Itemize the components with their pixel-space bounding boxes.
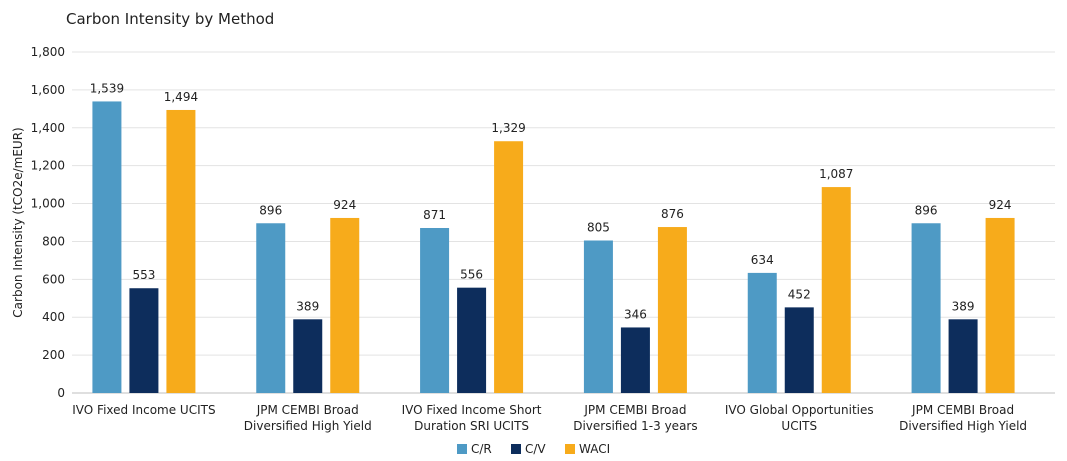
x-category-label: Diversified High Yield: [244, 419, 372, 433]
bar-waci: [657, 227, 687, 393]
bar-c-r: [92, 101, 122, 393]
data-label: 896: [915, 203, 938, 217]
y-tick-label: 1,000: [31, 197, 65, 211]
y-tick-label: 1,600: [31, 83, 65, 97]
bar-c-v: [620, 327, 650, 393]
bar-c-v: [457, 287, 487, 393]
data-label: 896: [259, 203, 282, 217]
data-label: 876: [661, 207, 684, 221]
x-category-label: Diversified High Yield: [899, 419, 1027, 433]
bar-waci: [494, 141, 524, 393]
x-category-label: IVO Fixed Income Short: [402, 403, 542, 417]
x-category-label: IVO Global Opportunities: [725, 403, 874, 417]
y-tick-label: 1,200: [31, 159, 65, 173]
x-category-label: Duration SRI UCITS: [414, 419, 529, 433]
bar-waci: [166, 109, 196, 393]
legend-label: WACI: [579, 442, 610, 456]
legend-swatch: [565, 444, 575, 454]
data-label: 924: [333, 198, 356, 212]
data-label: 805: [587, 220, 610, 234]
bar-c-r: [911, 223, 941, 393]
bar-c-r: [747, 272, 777, 393]
bar-c-v: [784, 307, 814, 393]
y-tick-label: 1,800: [31, 45, 65, 59]
legend-swatch: [457, 444, 467, 454]
x-category-label: JPM CEMBI Broad: [911, 403, 1014, 417]
bar-c-v: [129, 288, 159, 393]
bar-waci: [985, 217, 1015, 393]
data-label: 1,329: [491, 121, 525, 135]
x-category-label: IVO Fixed Income UCITS: [72, 403, 215, 417]
y-axis-label: Carbon Intensity (tCO2e/mEUR): [11, 127, 25, 317]
data-label: 871: [423, 208, 446, 222]
y-tick-label: 200: [42, 348, 65, 362]
x-category-label: UCITS: [781, 419, 817, 433]
legend-label: C/R: [471, 442, 492, 456]
bar-c-v: [948, 319, 978, 393]
bar-waci: [330, 217, 360, 393]
data-label: 924: [989, 198, 1012, 212]
y-tick-label: 800: [42, 234, 65, 248]
data-label: 556: [460, 268, 483, 282]
legend-label: C/V: [525, 442, 546, 456]
legend-swatch: [511, 444, 521, 454]
chart-title: Carbon Intensity by Method: [66, 10, 275, 28]
data-label: 634: [751, 253, 774, 267]
data-label: 1,087: [819, 167, 853, 181]
x-category-label: JPM CEMBI Broad: [256, 403, 359, 417]
data-label: 1,494: [164, 90, 198, 104]
y-tick-label: 0: [57, 386, 65, 400]
bar-c-v: [293, 319, 323, 393]
y-tick-label: 600: [42, 272, 65, 286]
bar-c-r: [583, 240, 613, 393]
bar-c-r: [420, 227, 450, 393]
data-label: 452: [788, 287, 811, 301]
data-label: 1,539: [90, 81, 124, 95]
x-category-label: Diversified 1-3 years: [573, 419, 697, 433]
data-label: 389: [952, 299, 975, 313]
bar-c-r: [256, 223, 286, 393]
y-tick-label: 400: [42, 310, 65, 324]
data-label: 346: [624, 307, 647, 321]
x-category-label: JPM CEMBI Broad: [583, 403, 686, 417]
data-label: 553: [132, 268, 155, 282]
bar-waci: [821, 187, 851, 393]
y-tick-label: 1,400: [31, 121, 65, 135]
data-label: 389: [296, 299, 319, 313]
